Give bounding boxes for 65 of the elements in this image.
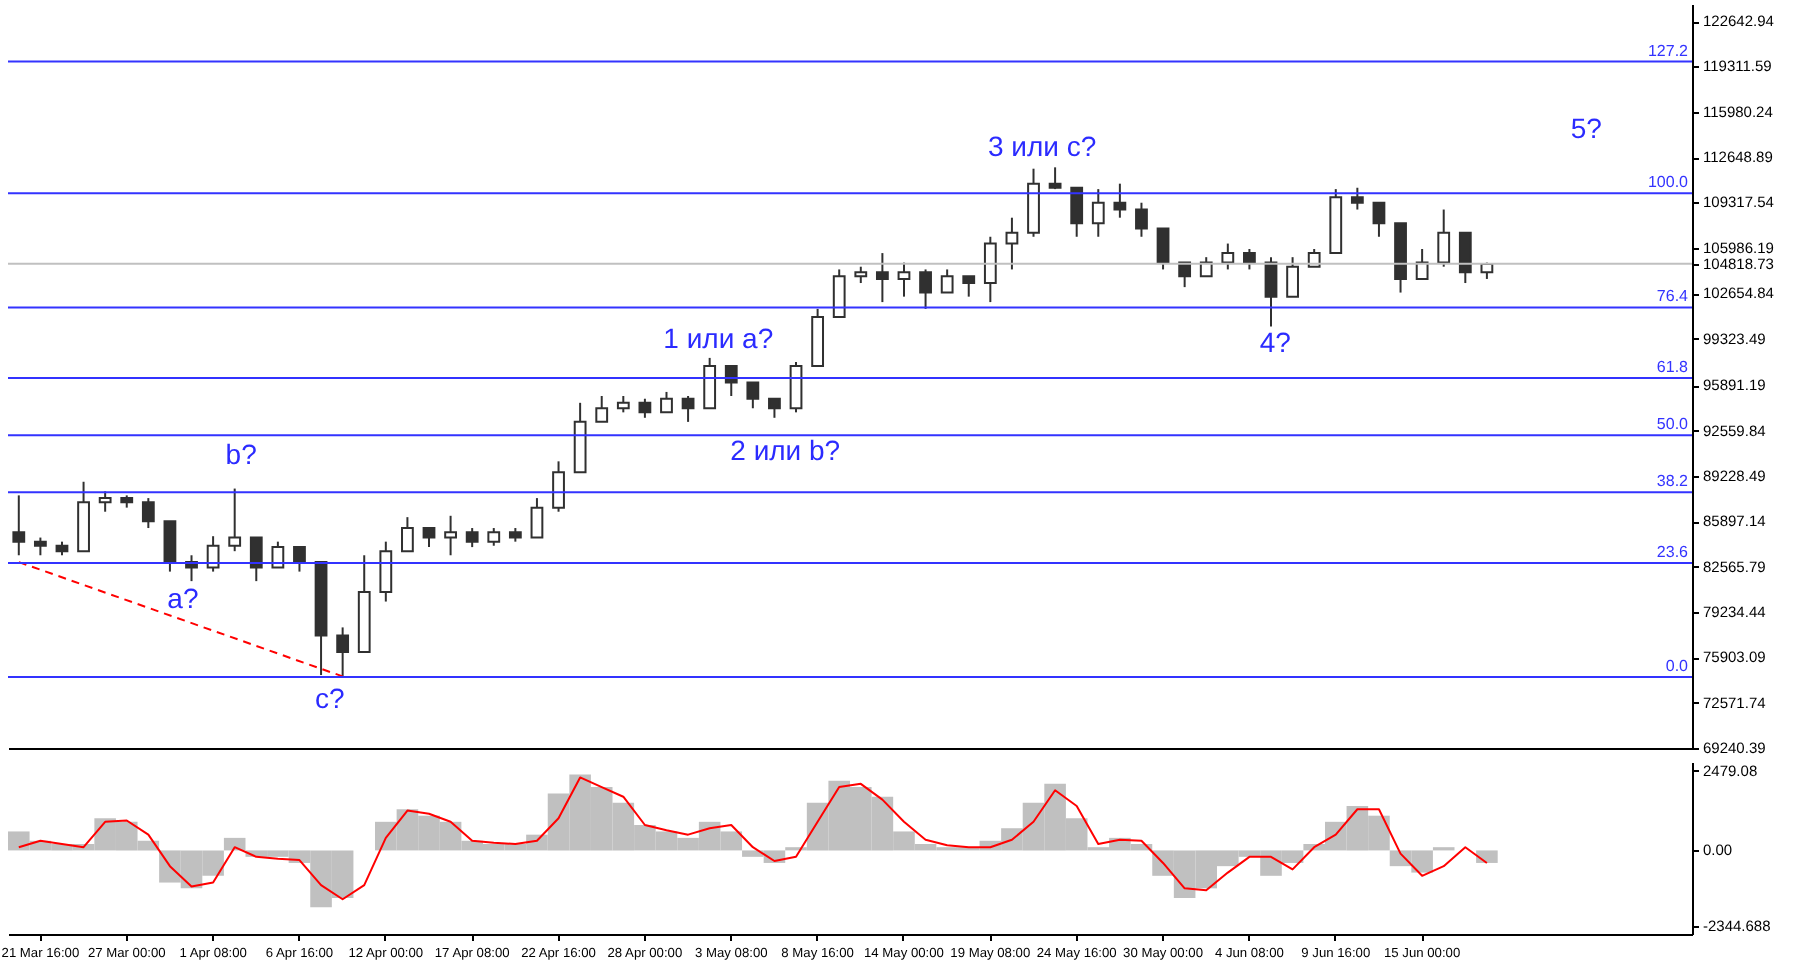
candlestick xyxy=(271,540,285,569)
candlestick xyxy=(228,487,242,553)
candlestick xyxy=(1243,248,1256,271)
annotation: 23.6 xyxy=(1656,542,1690,561)
candlestick xyxy=(703,356,717,410)
annotation: 76.4 xyxy=(1656,287,1690,306)
candlestick xyxy=(1415,248,1429,280)
candlestick xyxy=(919,268,932,310)
annotation: 127.2 xyxy=(1647,41,1690,60)
candlestick xyxy=(897,261,911,298)
candlestick xyxy=(336,626,350,678)
candlestick xyxy=(1091,188,1105,238)
bar xyxy=(1476,850,1498,863)
candlestick xyxy=(940,268,954,294)
annotation: 2 или b? xyxy=(730,434,841,466)
candlestick xyxy=(1286,256,1299,298)
candlestick xyxy=(1350,186,1364,211)
candlestick xyxy=(293,546,306,573)
candlestick xyxy=(1458,231,1472,285)
candlestick xyxy=(1070,186,1084,238)
candlestick xyxy=(1135,201,1148,238)
candlestick xyxy=(379,540,393,603)
candlestick xyxy=(163,520,177,573)
candlestick xyxy=(98,490,112,513)
annotation: 61.8 xyxy=(1656,358,1690,377)
candlestick xyxy=(444,514,457,557)
annotation: 100.0 xyxy=(1647,173,1690,192)
annotation: 38.2 xyxy=(1656,472,1690,491)
candlestick xyxy=(1113,182,1127,219)
candlestick xyxy=(789,360,803,414)
candlestick xyxy=(660,390,673,414)
candlestick xyxy=(401,516,414,553)
line-series xyxy=(17,776,1488,901)
annotation: 4? xyxy=(1259,326,1292,358)
annotation: 3 или c? xyxy=(987,130,1097,162)
candlestick xyxy=(595,395,609,423)
candlestick xyxy=(1437,208,1451,268)
candlestick xyxy=(746,381,760,410)
annotation: 50.0 xyxy=(1656,415,1690,434)
candlestick xyxy=(724,365,738,398)
annotation: 5? xyxy=(1570,112,1603,144)
candlestick xyxy=(530,497,544,539)
candlestick xyxy=(465,527,479,549)
candlestick xyxy=(875,252,889,304)
candlestick xyxy=(962,275,976,298)
candlestick xyxy=(1372,201,1386,238)
candlestick xyxy=(1221,242,1235,271)
candlestick xyxy=(832,268,846,319)
annotation: 1 или a? xyxy=(663,322,774,354)
annotation: 0.0 xyxy=(1665,657,1690,676)
candlestick xyxy=(141,497,155,530)
candlestick xyxy=(983,235,997,304)
annotation: a? xyxy=(167,582,199,614)
candlestick xyxy=(768,397,781,419)
candlestick xyxy=(206,535,220,573)
candlestick xyxy=(12,494,26,557)
annotation: b? xyxy=(225,438,258,470)
candlestick xyxy=(1005,216,1019,271)
candlestick xyxy=(249,536,263,583)
candlestick xyxy=(552,460,565,513)
candlestick xyxy=(638,397,652,419)
candlestick xyxy=(1156,227,1170,271)
annotation: c? xyxy=(314,682,345,714)
candlestick xyxy=(422,527,436,549)
candlestick xyxy=(681,395,695,423)
